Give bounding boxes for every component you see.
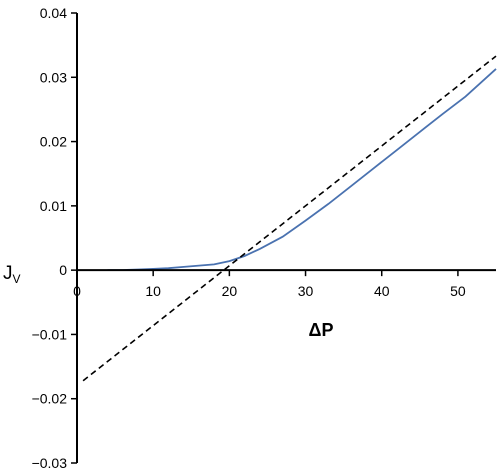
y-tick-label: −0.03 [32,455,68,471]
dashed-reference-line [82,55,497,382]
x-tick-label: 20 [222,283,238,299]
x-axis-title: ΔP [309,320,334,340]
y-tick-label: 0 [59,262,67,278]
solid-data-line [107,68,497,272]
y-tick-label: −0.01 [32,326,68,342]
x-tick-label: 30 [298,283,314,299]
y-tick-label: 0.02 [40,134,67,150]
y-tick-label: −0.02 [32,391,68,407]
x-tick-label: 40 [374,283,390,299]
y-axis-title-subscript: V [13,272,21,286]
x-tick-label: 50 [450,283,466,299]
y-axis-title: JV [3,263,21,286]
y-axis-title-main: J [3,263,13,284]
y-tick-label: 0.04 [40,5,67,21]
axes [71,12,496,464]
plot-area [82,55,497,382]
x-tick-label: 10 [145,283,161,299]
y-tick-label: 0.01 [40,198,67,214]
x-tick-label: 0 [73,283,81,299]
tick-labels: 0.04 0.03 0.02 0.01 0 −0.01 −0.02 −0.03 0 10 20 30 4… [32,5,466,471]
y-tick-label: 0.03 [40,69,67,85]
